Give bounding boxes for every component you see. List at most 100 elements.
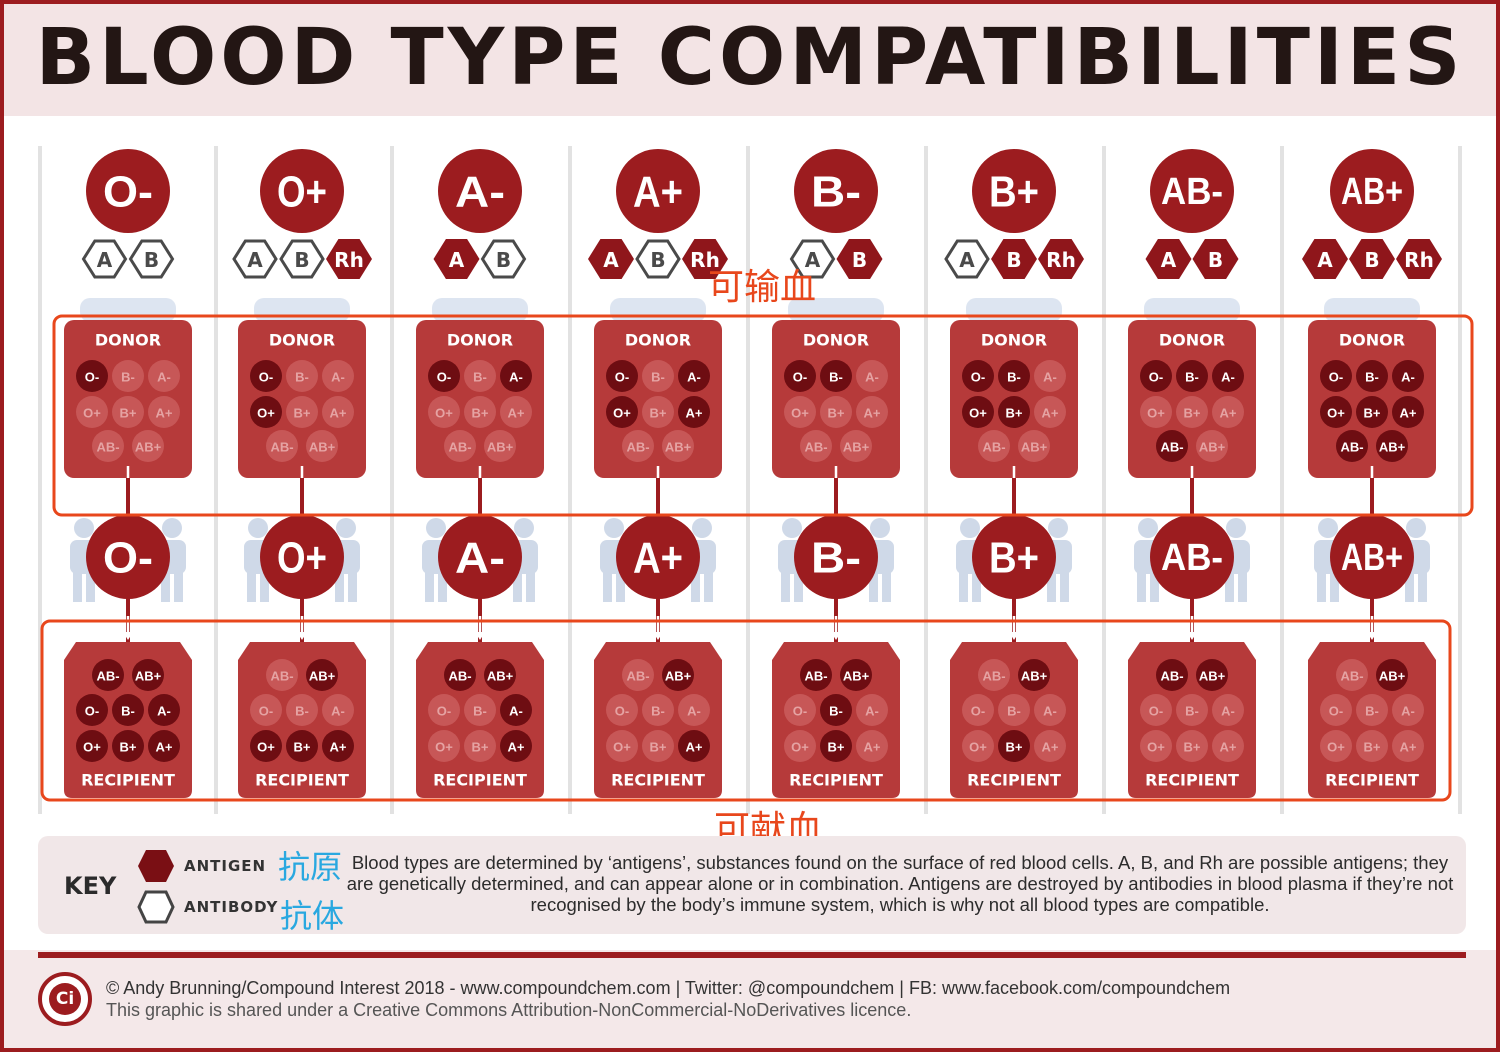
donor-dot-B+ [998,396,1030,428]
donor-dot-B- [1176,360,1208,392]
recipient-dot-A+ [1392,730,1424,762]
donor-dot-label: AB+ [135,440,162,455]
recipient-dot-label: AB- [982,669,1005,684]
donor-dot-label: A+ [1220,406,1237,421]
recipient-dot-label: AB+ [487,669,514,684]
key-antibody-label: ANTIBODY [184,898,279,916]
donor-dot-B- [286,360,318,392]
bag-hanger [432,298,528,322]
recipient-type-circle [616,515,700,599]
antigen-hexagon-Rh: Rh [1396,239,1442,279]
recipient-dot-label: A+ [1400,740,1417,755]
donor-label: DONOR [447,331,513,350]
recipient-type-label: O+ [277,534,327,583]
donor-dot-O- [962,360,994,392]
recipient-type-circle [260,515,344,599]
blood-type-label: AB- [1161,171,1223,213]
donor-dot-A+ [1392,396,1424,428]
hexagon-letter: B [144,248,159,272]
donor-dot-B+ [642,396,674,428]
donor-dot-label: B- [121,370,135,385]
recipient-dot-A+ [678,730,710,762]
connector [126,478,130,518]
recipient-dot-label: B+ [650,740,667,755]
recipient-dot-label: O+ [613,740,631,755]
recipient-dot-A+ [856,730,888,762]
donor-dot-B- [112,360,144,392]
blood-type-circle [260,149,344,233]
donor-dot-AB+ [132,430,164,462]
recipient-dot-label: O+ [435,740,453,755]
recipient-dot-label: O+ [1327,740,1345,755]
bag-hanger [966,298,1062,322]
donor-dot-O- [250,360,282,392]
recipient-highlight-box [40,619,1452,802]
antigen-hexagon-A: A [1145,239,1192,279]
bag-hanger [1144,298,1240,322]
recipient-dot-label: B+ [1364,740,1381,755]
donor-bag: DONOR O- B- A- O+ B+ A+ AB- AB+ [1308,298,1436,518]
recipient-dot-label: AB- [804,669,827,684]
footer-credit: © Andy Brunning/Compound Interest 2018 -… [106,978,1231,998]
blood-type-circle [1330,149,1414,233]
recipient-dot-label: AB+ [1199,669,1226,684]
hexagon-letter: B [496,248,511,272]
column-divider [38,146,42,814]
key-title: KEY [64,872,117,900]
recipient-dot-label: B+ [828,740,845,755]
key-box [38,836,1466,934]
connector [1370,478,1374,518]
key-description: Blood types are determined by ‘antigens’… [346,852,1454,915]
antigen-hexagon-A: A [588,239,634,279]
recipient-dot-B+ [1176,730,1208,762]
donor-dot-label: A+ [686,406,703,421]
recipient-type-circle [438,515,522,599]
recipient-dot-AB+ [484,659,516,691]
recipient-dot-B+ [112,730,144,762]
donor-dot-label: B+ [1184,406,1201,421]
donor-bag: DONOR O- B- A- O+ B+ A+ AB- AB+ [1128,298,1256,518]
recipient-dot-O- [962,694,994,726]
donor-dot-label: A- [1221,370,1235,385]
footer-rule [38,952,1466,958]
donor-bag: DONOR O- B- A- O+ B+ A+ AB- AB+ [772,298,900,518]
bag-hanger [80,298,176,322]
donor-dot-label: A+ [508,406,525,421]
recipient-label: RECIPIENT [433,771,527,790]
blood-type-column-AB-: AB- A B DONOR O- B- A- O+ B+ A+ AB- AB+ AB- AB- AB+ O- B… [1128,149,1256,798]
recipient-dot-label: B- [1185,704,1199,719]
recipient-dot-A+ [500,730,532,762]
donor-label: DONOR [981,331,1047,350]
recipient-dot-label: AB- [448,669,471,684]
donor-dot-O+ [76,396,108,428]
donor-dot-B+ [112,396,144,428]
compound-interest-logo: Ci [38,972,92,1026]
down-arrow-icon [123,632,133,640]
recipient-dot-label: B- [121,704,135,719]
recipient-dot-O- [784,694,816,726]
recipient-type-label: B+ [989,534,1039,583]
recipient-dot-label: O- [793,704,807,719]
recipient-dot-label: A- [157,704,171,719]
donor-dot-A- [1212,360,1244,392]
recipient-bag: AB- AB+ O- B- A- O+ B+ A+ RECIPIENT [64,598,192,798]
recipient-dot-AB+ [306,659,338,691]
recipient-dot-B- [464,694,496,726]
hexagon-letter: Rh [1404,248,1434,272]
recipient-dot-label: A- [1401,704,1415,719]
donor-dot-O+ [606,396,638,428]
donor-dot-AB+ [1376,430,1408,462]
recipient-type-circle [86,515,170,599]
donor-dot-O+ [1320,396,1352,428]
donor-dot-AB- [1156,430,1188,462]
donor-dot-O- [1320,360,1352,392]
recipient-bag: AB- AB+ O- B- A- O+ B+ A+ RECIPIENT [772,598,900,798]
donor-dot-AB+ [484,430,516,462]
recipient-dot-AB- [266,659,298,691]
donor-dot-AB- [978,430,1010,462]
recipient-dot-label: B- [473,704,487,719]
donor-bag: DONOR O- B- A- O+ B+ A+ AB- AB+ [950,298,1078,518]
recipient-dot-O- [1320,694,1352,726]
donor-dot-A- [500,360,532,392]
donor-dot-label: AB+ [487,440,514,455]
